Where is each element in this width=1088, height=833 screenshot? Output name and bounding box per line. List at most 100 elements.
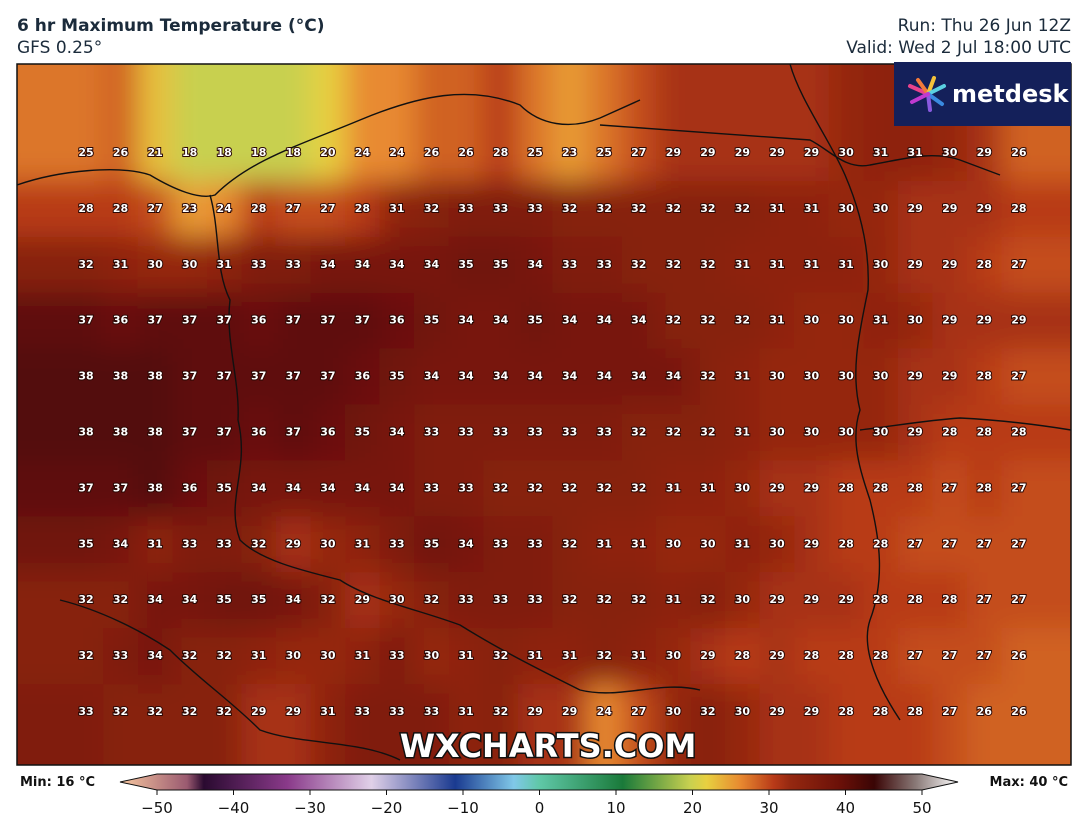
heat-cell: [517, 348, 554, 406]
heat-cell: [690, 348, 727, 406]
temp-label: 28: [977, 258, 992, 271]
temp-label: 28: [873, 705, 888, 718]
heat-cell: [379, 460, 416, 518]
heat-cell: [414, 180, 450, 238]
temp-label: 37: [217, 426, 232, 439]
heat-cell: [172, 404, 208, 462]
heat-cell: [759, 180, 796, 238]
heat-cell: [1001, 628, 1071, 686]
heat-cell: [345, 404, 381, 462]
heat-cell: [932, 460, 969, 518]
temp-label: 34: [424, 258, 440, 271]
temp-label: 26: [977, 705, 993, 718]
heat-cell: [863, 236, 899, 294]
temp-label: 27: [942, 649, 957, 662]
heat-cell: [448, 64, 485, 182]
temp-label: 32: [700, 202, 715, 215]
temp-label: 30: [182, 258, 198, 271]
heat-cell: [552, 460, 588, 518]
temp-label: 36: [355, 370, 371, 383]
title: 6 hr Maximum Temperature (°C): [17, 16, 325, 36]
heat-cell: [759, 516, 796, 574]
temp-label: 34: [389, 426, 405, 439]
temp-label: 28: [735, 649, 750, 662]
heat-cell: [897, 236, 934, 294]
temp-label: 37: [147, 314, 162, 327]
temp-label: 27: [977, 593, 992, 606]
temp-label: 18: [286, 146, 301, 159]
heat-cell: [103, 404, 139, 462]
heat-cell: [656, 180, 692, 238]
heat-cell: [241, 236, 278, 294]
temp-label: 30: [838, 146, 854, 159]
temp-label: 35: [78, 537, 93, 550]
temp-label: 26: [1011, 146, 1027, 159]
heat-cell: [241, 348, 278, 406]
heat-cell: [794, 64, 830, 182]
temp-label: 31: [562, 649, 577, 662]
heat-cell: [276, 180, 312, 238]
temp-label: 32: [700, 314, 715, 327]
temp-label: 33: [527, 426, 542, 439]
temp-label: 29: [942, 370, 957, 383]
heat-cell: [103, 180, 139, 238]
heat-cell: [863, 292, 899, 350]
heat-cell: [1001, 572, 1071, 630]
heat-cell: [448, 180, 485, 238]
heat-cell: [310, 64, 347, 182]
temp-label: 33: [458, 593, 473, 606]
heat-cell: [448, 236, 485, 294]
temp-label: 28: [942, 593, 957, 606]
temp-label: 29: [804, 593, 819, 606]
temp-label: 33: [458, 426, 473, 439]
heat-cell: [414, 460, 450, 518]
temp-label: 32: [631, 481, 646, 494]
temp-label: 30: [320, 649, 336, 662]
temp-label: 32: [700, 258, 715, 271]
heat-cell: [345, 628, 381, 686]
temp-label: 26: [113, 146, 129, 159]
heat-cell: [552, 292, 588, 350]
temp-label: 32: [700, 370, 715, 383]
heat-cell: [379, 236, 416, 294]
heat-cell: [586, 64, 623, 182]
temp-label: 34: [286, 481, 302, 494]
temp-label: 33: [597, 426, 612, 439]
heat-cell: [241, 684, 278, 765]
temp-label: 35: [217, 593, 232, 606]
temp-label: 29: [251, 705, 266, 718]
temp-label: 34: [147, 649, 163, 662]
temp-label: 37: [320, 314, 335, 327]
temp-label: 29: [286, 705, 301, 718]
heat-cell: [863, 516, 899, 574]
temp-label: 32: [735, 202, 750, 215]
heat-cell: [137, 572, 174, 630]
temp-label: 32: [424, 593, 439, 606]
temp-label: 34: [147, 593, 163, 606]
temp-label: 37: [78, 314, 93, 327]
temp-label: 37: [251, 370, 266, 383]
colorbar-tick-label: −50: [141, 799, 173, 817]
temp-label: 30: [769, 370, 785, 383]
temp-label: 34: [389, 258, 405, 271]
temp-label: 28: [804, 649, 819, 662]
temp-label: 34: [389, 481, 405, 494]
heat-cell: [379, 64, 416, 182]
heat-cell: [552, 404, 588, 462]
heat-cell: [137, 460, 174, 518]
heat-cell: [345, 460, 381, 518]
temp-label: 31: [769, 314, 784, 327]
temp-label: 33: [562, 426, 577, 439]
heat-cell: [690, 516, 727, 574]
temp-label: 28: [838, 649, 853, 662]
temp-label: 29: [804, 705, 819, 718]
temp-label: 26: [424, 146, 440, 159]
heat-cell: [1001, 348, 1071, 406]
temp-label: 33: [424, 481, 439, 494]
heat-cell: [414, 64, 450, 182]
temp-label: 30: [873, 426, 889, 439]
heat-cell: [897, 348, 934, 406]
heat-cell: [690, 64, 727, 182]
temp-label: 32: [182, 705, 197, 718]
heat-cell: [103, 292, 139, 350]
